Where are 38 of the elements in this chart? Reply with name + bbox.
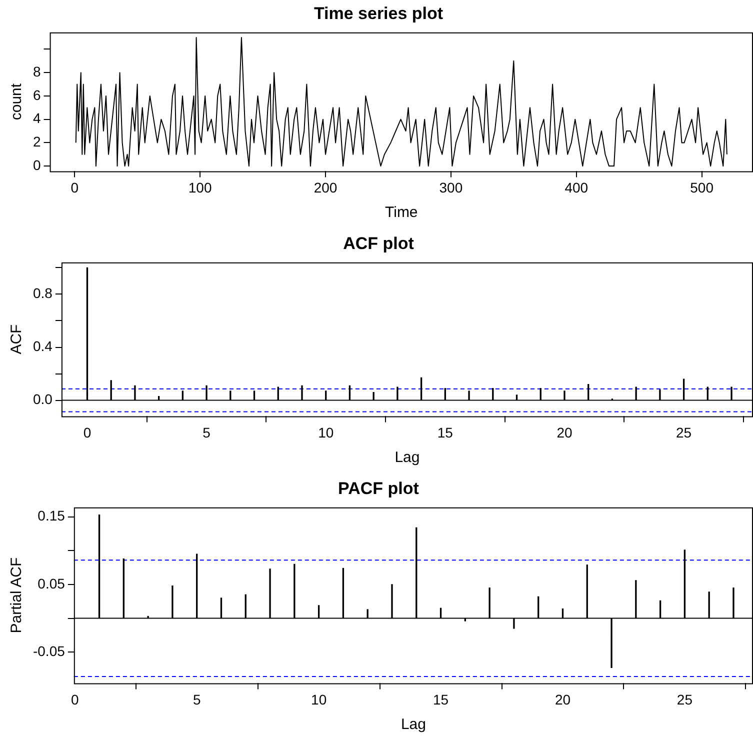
y-tick-label: 4 [32,110,41,126]
x-tick-label: 0 [70,691,79,708]
y-axis-title: Partial ACF [8,557,26,634]
y-tick-label: 2 [32,134,41,150]
y-tick-label: 8 [32,63,41,80]
y-tick-label: 6 [32,86,41,103]
x-tick-label: 500 [690,179,714,196]
y-tick-label: 0.0 [32,391,53,408]
x-axis-title: Lag [400,716,426,734]
y-axis-title: count [8,82,26,120]
x-tick-label: 0 [83,424,92,440]
chart-title: ACF plot [343,234,414,253]
x-tick-label: 15 [432,691,449,708]
y-axis-title: ACF [8,324,26,354]
x-tick-label: 100 [188,179,212,196]
x-tick-label: 25 [676,691,693,708]
x-tick-label: 400 [564,179,588,196]
x-tick-label: 5 [192,691,201,708]
chart-title: PACF plot [338,478,420,498]
x-tick-label: 20 [554,691,571,708]
x-tick-label: 0 [70,179,79,196]
x-tick-label: 10 [311,691,327,708]
x-axis-title: Lag [394,449,420,466]
y-tick-label: 0.4 [32,338,53,354]
x-tick-label: 200 [314,179,338,196]
x-tick-label: 300 [439,179,463,196]
y-tick-label: 0 [32,156,41,173]
y-tick-label: -0.05 [32,642,66,659]
y-tick-label: 0.05 [38,575,66,592]
x-tick-label: 10 [318,424,334,440]
x-axis-title: Time [385,204,418,222]
x-tick-label: 25 [676,424,692,440]
x-tick-label: 15 [437,424,454,440]
y-tick-label: 0.15 [38,508,66,524]
y-tick-label: 0.8 [32,285,53,302]
x-tick-label: 20 [556,424,572,440]
chart-title: Time series plot [314,4,444,23]
x-tick-label: 5 [202,424,211,440]
